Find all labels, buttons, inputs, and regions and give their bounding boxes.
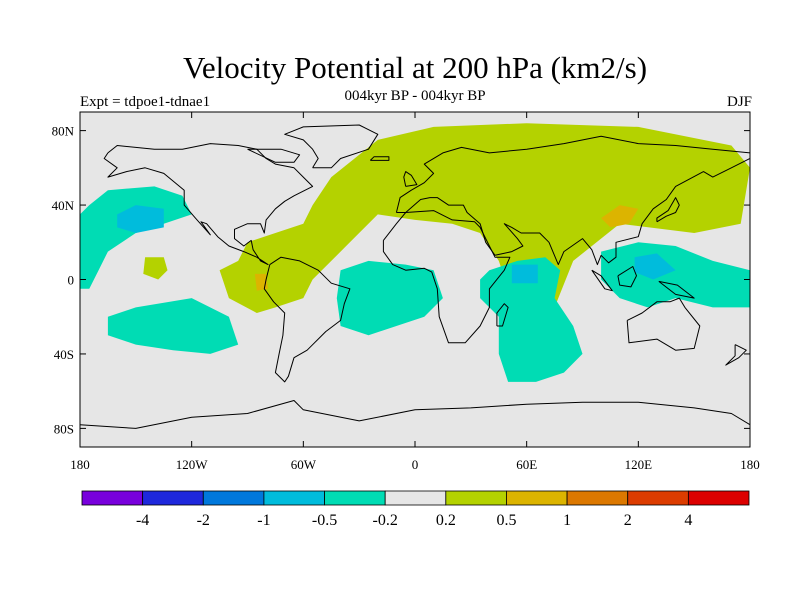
coastline-australia (626, 297, 701, 351)
colorbar-swatch (445, 490, 507, 506)
colorbar-swatch (506, 490, 568, 506)
chart-title: Velocity Potential at 200 hPa (km2/s) (182, 50, 648, 85)
colorbar-label: -1 (257, 512, 270, 529)
field-pacific-small-positive (143, 257, 168, 280)
map-plot-area (79, 111, 751, 448)
colorbar-swatch (566, 490, 629, 506)
colorbar-swatch (687, 490, 750, 506)
coastline-britain (403, 171, 418, 187)
x-axis: 180 120W 60W 0 60E 120E 180 (70, 112, 760, 472)
field-arctic-eurasia-positive (219, 123, 750, 317)
colorbar-label: 1 (563, 512, 571, 529)
colorbar-label: -4 (136, 512, 149, 529)
colorbar-label: -2 (197, 512, 210, 529)
y-tick-label: 0 (68, 273, 75, 288)
x-tick-label: 120W (176, 457, 209, 472)
coastline-africa (382, 210, 511, 344)
field-indian-ocean-negative (480, 257, 583, 382)
x-tick-label: 180 (740, 457, 760, 472)
colorbar-swatch (202, 490, 265, 506)
y-axis: 80N 40N 0 40S 80S (52, 124, 750, 436)
colorbar-label: 0.5 (496, 512, 516, 529)
colorbar-label: 2 (624, 512, 632, 529)
x-tick-label: 120E (625, 457, 653, 472)
experiment-label: Expt = tdpoe1-tdnae1 (80, 94, 211, 110)
coastline-greenland (284, 124, 379, 169)
field-indian-ocean-negative-core (511, 264, 538, 284)
field-south-atlantic-negative (336, 260, 443, 336)
coastline-south-america (263, 256, 351, 383)
field-north-pacific-negative-core (117, 205, 164, 233)
y-tick-label: 80N (52, 124, 75, 139)
chart-subtitle: 004kyr BP - 004kyr BP (344, 88, 486, 104)
x-tick-label: 0 (412, 457, 419, 472)
field-contours (80, 123, 750, 382)
field-west-pacific-negative-core (634, 253, 676, 280)
colorbar-label: 4 (684, 512, 692, 529)
coastlines (80, 124, 750, 429)
x-tick-label: 60W (291, 457, 317, 472)
colorbar-swatch (81, 490, 144, 506)
colorbar-label: -0.5 (312, 512, 337, 529)
coastline-borneo (617, 266, 637, 288)
colorbar-label: 0.2 (436, 512, 456, 529)
coastline-new-guinea (658, 280, 695, 299)
y-tick-label: 80S (54, 421, 74, 436)
field-east-asia-positive-core (601, 205, 639, 228)
x-tick-label: 180 (70, 457, 90, 472)
x-tick-label: 60E (516, 457, 537, 472)
field-south-pacific-negative (107, 298, 239, 354)
colorbar: -4 -2 -1 -0.5 -0.2 0.2 0.5 1 2 4 (81, 490, 750, 529)
coastline-eurasia (395, 135, 750, 266)
colorbar-swatch (263, 490, 325, 506)
colorbar-swatch (627, 490, 689, 506)
colorbar-swatch (324, 490, 386, 506)
colorbar-swatch (384, 490, 447, 506)
season-label: DJF (726, 94, 752, 110)
coastline-madagascar (496, 303, 509, 327)
colorbar-swatch (142, 490, 204, 506)
coastline-japan (656, 197, 680, 223)
y-tick-label: 40S (54, 347, 74, 362)
coastline-antarctica (80, 400, 750, 429)
y-tick-label: 40N (52, 198, 75, 213)
colorbar-label: -0.2 (373, 512, 398, 529)
coastline-sumatra (591, 269, 613, 292)
coastline-iceland (369, 156, 390, 161)
coastline-baffin (247, 148, 301, 163)
coastline-new-zealand (725, 344, 747, 366)
coastline-north-america (103, 143, 314, 266)
